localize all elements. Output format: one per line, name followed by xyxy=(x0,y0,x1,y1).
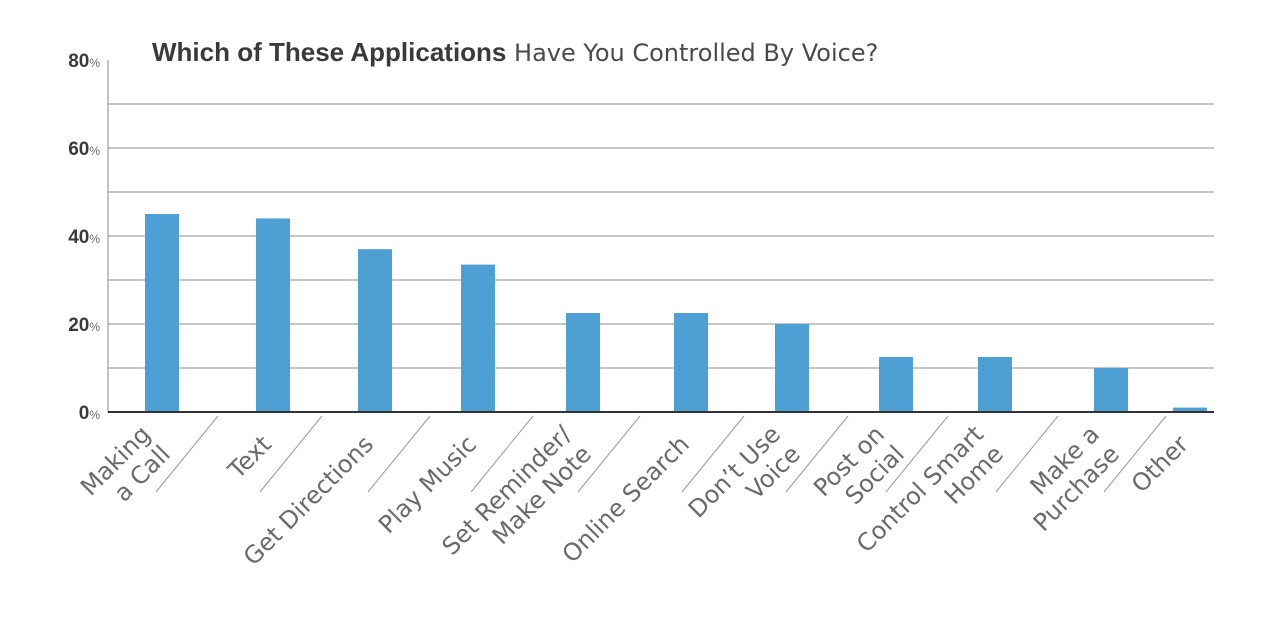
y-tick-value: 40 xyxy=(68,227,89,248)
bar xyxy=(978,357,1012,412)
y-tick-unit: % xyxy=(89,144,100,158)
y-tick-unit: % xyxy=(89,320,100,334)
category-divider xyxy=(1103,415,1167,493)
y-tick-value: 20 xyxy=(68,315,89,336)
bar xyxy=(461,264,495,412)
y-tick-label: 80% xyxy=(68,51,100,72)
bar xyxy=(674,313,708,412)
y-tick-label: 0% xyxy=(79,403,101,424)
bars xyxy=(108,214,1214,413)
category-divider xyxy=(995,415,1059,493)
category-divider xyxy=(259,415,323,493)
bar xyxy=(1094,368,1128,412)
bar xyxy=(879,357,913,412)
y-tick-unit: % xyxy=(89,408,100,422)
category-divider xyxy=(785,415,849,493)
y-tick-label: 60% xyxy=(68,139,100,160)
y-axis-ticks: 0%20%40%60%80% xyxy=(68,51,100,424)
bar xyxy=(145,214,179,412)
y-tick-value: 60 xyxy=(68,139,89,160)
y-tick-value: 80 xyxy=(68,51,89,72)
bar xyxy=(775,324,809,412)
y-tick-value: 0 xyxy=(79,403,90,424)
chart-title-bold: Which of These Applications xyxy=(152,37,506,67)
x-tick-label: Text xyxy=(222,430,277,485)
category-dividers xyxy=(155,415,1167,493)
y-tick-label: 40% xyxy=(68,227,100,248)
bar xyxy=(566,313,600,412)
category-divider xyxy=(470,415,534,493)
chart-title: Which of These Applications Have You Con… xyxy=(152,37,878,67)
category-divider xyxy=(681,415,745,493)
x-tick-label-line: Other xyxy=(1126,430,1194,498)
bar xyxy=(358,249,392,412)
y-tick-label: 20% xyxy=(68,315,100,336)
category-divider xyxy=(577,415,641,493)
category-divider xyxy=(885,415,949,493)
x-tick-label-line: Text xyxy=(222,430,277,485)
bar xyxy=(256,218,290,412)
bar xyxy=(1173,407,1207,412)
category-divider xyxy=(155,415,219,493)
y-tick-unit: % xyxy=(89,56,100,70)
chart-title-rest: Have You Controlled By Voice? xyxy=(506,39,878,67)
x-tick-label: Other xyxy=(1126,430,1194,498)
y-tick-unit: % xyxy=(89,232,100,246)
category-divider xyxy=(367,415,431,493)
gridlines xyxy=(107,60,1214,412)
svg-text:Which of These Applications Ha: Which of These Applications Have You Con… xyxy=(152,37,878,67)
